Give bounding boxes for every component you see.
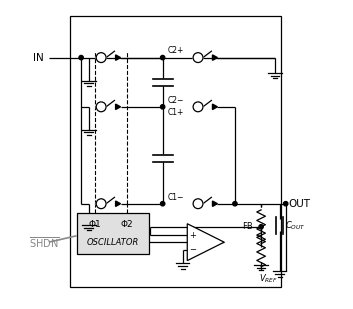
Circle shape (161, 105, 165, 109)
Polygon shape (115, 201, 120, 206)
Bar (70, 16, 281, 287)
Circle shape (193, 102, 203, 112)
Text: −: − (189, 245, 196, 254)
Text: FB: FB (242, 222, 252, 231)
Polygon shape (115, 55, 120, 60)
Text: $\overline{\mathrm{SHDN}}$: $\overline{\mathrm{SHDN}}$ (29, 235, 59, 250)
Circle shape (96, 199, 106, 209)
Text: C2+: C2+ (167, 45, 184, 54)
Circle shape (96, 53, 106, 62)
Circle shape (79, 55, 83, 60)
Circle shape (96, 102, 106, 112)
Text: Φ1: Φ1 (89, 220, 102, 229)
Text: Φ2: Φ2 (121, 220, 133, 229)
Text: IN: IN (34, 53, 44, 63)
Text: $V_{REF}$: $V_{REF}$ (259, 273, 277, 286)
Polygon shape (213, 104, 217, 109)
Text: OUT: OUT (289, 199, 311, 209)
Text: C2−: C2− (167, 96, 184, 105)
Polygon shape (213, 201, 217, 206)
Polygon shape (187, 224, 224, 260)
Circle shape (233, 201, 237, 206)
Text: OSCILLATOR: OSCILLATOR (86, 238, 139, 247)
Text: C1+: C1+ (167, 108, 184, 117)
Circle shape (193, 53, 203, 62)
Circle shape (161, 55, 165, 60)
Polygon shape (213, 55, 217, 60)
Circle shape (193, 199, 203, 209)
Text: $C_{OUT}$: $C_{OUT}$ (285, 219, 306, 231)
Bar (77, 213, 149, 255)
Circle shape (283, 201, 288, 206)
Circle shape (161, 201, 165, 206)
Polygon shape (115, 104, 120, 109)
Text: +: + (189, 231, 196, 240)
Text: C1−: C1− (167, 193, 184, 202)
Circle shape (259, 225, 263, 229)
